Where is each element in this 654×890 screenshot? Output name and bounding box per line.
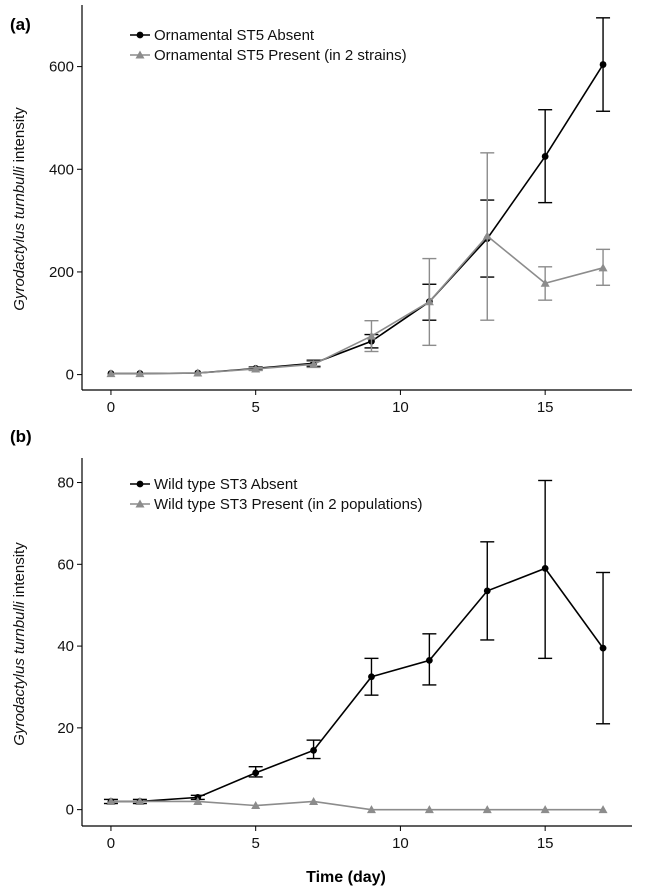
x-axis-title: Time (day) [306, 869, 386, 886]
panel-a-series-2-point [251, 364, 261, 373]
panel-a-series-2-point [482, 231, 492, 240]
panel-b-series-1-point [310, 746, 317, 754]
panel-a-y-tick-label: 0 [66, 367, 74, 384]
panel-b-x-tick-label: 15 [537, 835, 554, 852]
panel-b-series-2-point [424, 805, 434, 814]
panel-a-legend-entry-2-marker [135, 50, 145, 59]
panel-a-series-2-point [366, 331, 376, 340]
panel-b: (b) Gyrodactylus turnbulli intensity 0 5 1… [10, 427, 632, 852]
panel-b-label: (b) [10, 427, 32, 446]
panel-b-series-2-point [598, 805, 608, 814]
panel-a-series-2-point [309, 359, 319, 368]
panel-a-y-axis-title-rest: intensity [11, 107, 28, 167]
panel-a-series [106, 17, 611, 378]
panel-b-x-tick-label: 0 [107, 835, 115, 852]
panel-b-y-tick-label: 80 [57, 475, 74, 492]
panel-b-y-tick-label: 60 [57, 556, 74, 573]
panel-b-series-1-point [425, 657, 433, 664]
panel-a-series-2-point [135, 369, 145, 378]
panel-b-series-1-point [483, 587, 491, 595]
panel-b-series-2-point [482, 805, 492, 814]
panel-a-series-1-line [110, 64, 604, 375]
panel-a-series-2-point [424, 297, 434, 306]
panel-a-series-1-point [599, 61, 607, 68]
panel-b-y-tick-label: 20 [57, 720, 74, 737]
panel-a-legend-entry-1-marker [136, 31, 144, 39]
panel-a-x-tick-label: 0 [107, 399, 115, 416]
panel-b-legend: Wild type ST3 Absent Wild type ST3 Presen… [130, 476, 422, 513]
panel-a-legend: Ornamental ST5 Absent Ornamental ST5 Pres… [130, 27, 407, 64]
panel-b-series-1-line [110, 567, 604, 803]
panel-a-series-2-point [106, 369, 116, 378]
panel-a-y-tick-label: 600 [49, 59, 74, 76]
panel-a-axes: 0 5 10 15 0 200 400 600 [49, 5, 632, 416]
panel-b-x-tick-label: 10 [392, 835, 409, 852]
panel-b-series-1-point [541, 565, 549, 572]
panel-b-series-2 [106, 796, 608, 814]
panel-a-series-2-point [598, 263, 608, 272]
panel-b-y-axis-title-italic: Gyrodactylus turnbulli [11, 601, 28, 746]
panel-b-series-2-point [251, 801, 261, 810]
panel-a-series-1-point [541, 153, 549, 160]
panel-b-x-tick-label: 5 [252, 835, 260, 852]
panel-b-series-2-point [135, 796, 145, 805]
panel-b-series-2-point [106, 796, 116, 805]
panel-a-legend-entry-1-label: Ornamental ST5 Absent [154, 27, 315, 44]
panel-b-series-1-point [252, 769, 260, 777]
panel-b-series-2-point [540, 805, 550, 814]
panel-b-legend-entry-1: Wild type ST3 Absent [130, 476, 298, 493]
panel-b-legend-entry-2: Wild type ST3 Present (in 2 populations) [130, 496, 422, 513]
panel-b-series-1-point [368, 673, 375, 681]
panel-a-x-tick-label: 5 [252, 399, 260, 416]
panel-a-series-2-point [193, 368, 203, 377]
panel-b-series-2-point [366, 805, 376, 814]
panel-a-series-2 [106, 152, 611, 378]
panel-b-legend-entry-2-label: Wild type ST3 Present (in 2 populations) [154, 496, 422, 513]
panel-b-y-axis-title-rest: intensity [11, 542, 28, 602]
panel-a-series-2-line [110, 234, 604, 375]
panel-b-y-tick-label: 40 [57, 638, 74, 655]
panel-b-legend-entry-2-marker [135, 499, 145, 508]
panel-a-y-axis-title-italic: Gyrodactylus turnbulli [11, 166, 28, 311]
panel-a-legend-entry-2-label: Ornamental ST5 Present (in 2 strains) [154, 47, 407, 64]
panel-a-y-tick-label: 400 [49, 161, 74, 178]
panel-a-label: (a) [10, 15, 31, 34]
panel-a-legend-entry-2: Ornamental ST5 Present (in 2 strains) [130, 47, 407, 64]
panel-b-axes: 0 5 10 15 0 20 40 60 80 [57, 458, 632, 852]
panel-a-x-tick-label: 15 [537, 399, 554, 416]
panel-a-legend-entry-1: Ornamental ST5 Absent [130, 27, 315, 44]
panel-a-y-axis-title: Gyrodactylus turnbulli intensity [11, 107, 28, 311]
panel-a-y-tick-label: 200 [49, 264, 74, 281]
panel-a-series-2-point [540, 278, 550, 287]
panel-a: (a) Gyrodactylus turnbulli intensity 0 5 1… [10, 5, 632, 416]
panel-b-series-2-point [309, 796, 319, 805]
panel-b-y-tick-label: 0 [66, 802, 74, 819]
panel-b-legend-entry-1-marker [136, 480, 144, 488]
panel-b-legend-entry-1-label: Wild type ST3 Absent [154, 476, 298, 493]
panel-b-y-axis-title: Gyrodactylus turnbulli intensity [11, 542, 28, 746]
panel-b-series-1-point [599, 644, 607, 652]
panel-a-series-1 [107, 17, 611, 377]
panel-b-series-1 [103, 479, 611, 805]
panel-b-series-2-point [193, 796, 203, 805]
panel-b-series [103, 479, 611, 814]
panel-a-x-tick-label: 10 [392, 399, 409, 416]
panel-b-series-2-line [110, 800, 604, 811]
